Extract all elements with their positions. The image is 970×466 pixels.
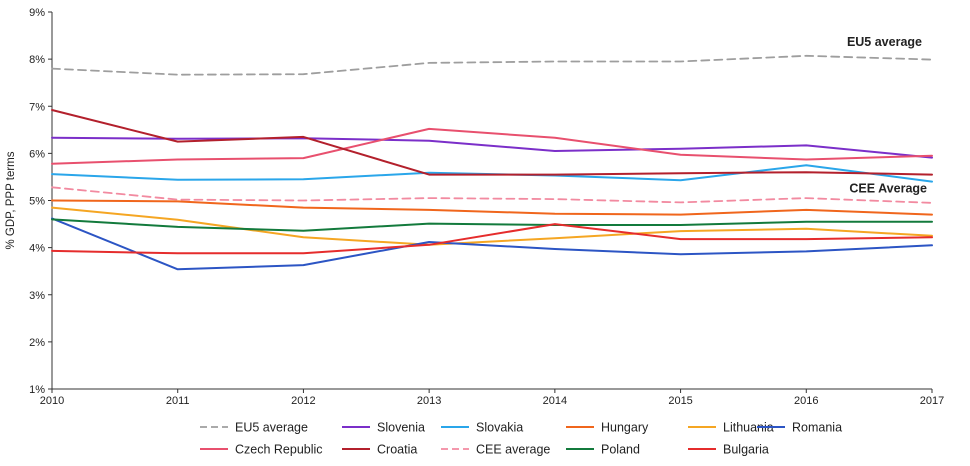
series-line-bulgaria [51,223,933,255]
series-line-hungary [51,199,933,216]
series-line-slovenia [51,136,933,159]
x-tick-label: 2013 [417,395,441,407]
annotations: EU5 average CEE Average [847,35,927,196]
y-tick-label: 7% [29,101,45,113]
y-axis: 1% 2% 3% 4% 5% 6% 7% 8% 9% [29,7,53,396]
legend-label-croatia: Croatia [377,443,417,457]
legend-label-bulgaria: Bulgaria [723,443,769,457]
x-tick-label: 2012 [291,395,315,407]
series-line-poland [51,218,933,232]
legend-label-slovakia: Slovakia [476,421,523,435]
legend-label-czech-republic: Czech Republic [235,443,323,457]
annotation-label: EU5 average [847,35,922,49]
y-tick-label: 3% [29,290,45,302]
legend-label-hungary: Hungary [601,421,649,435]
x-tick-label: 2016 [794,395,818,407]
y-axis-label: % GDP, PPP terms [5,151,17,249]
y-tick-label: 8% [29,54,45,66]
y-tick-label: 6% [29,148,45,160]
legend-label-eu5-average: EU5 average [235,421,308,435]
x-tick-label: 2010 [40,395,64,407]
legend-label-cee-average: CEE average [476,443,550,457]
legend-label-poland: Poland [601,443,640,457]
x-tick-label: 2015 [668,395,692,407]
legend-label-slovenia: Slovenia [377,421,425,435]
x-tick-label: 2014 [543,395,567,407]
x-axis: 2010 2011 2012 2013 2014 2015 2016 2017 [40,388,944,407]
series-group [51,54,933,271]
y-tick-label: 5% [29,196,45,208]
y-tick-label: 9% [29,7,45,19]
legend: EU5 average Slovenia Slovakia Hungary Lithua… [200,421,842,457]
series-line-eu5-average [51,54,933,76]
legend-label-romania: Romania [792,421,842,435]
legend-label-lithuania: Lithuania [723,421,774,435]
series-line-czech-republic [51,127,933,165]
series-line-croatia [51,109,933,176]
series-line-cee-average [51,186,933,204]
y-tick-label: 2% [29,337,45,349]
series-line-romania [51,217,933,271]
x-tick-label: 2017 [920,395,944,407]
y-tick-label: 4% [29,243,45,255]
series-line-lithuania [51,206,933,246]
annotation-label: CEE Average [849,181,927,195]
y-tick-label: 1% [29,384,45,396]
x-tick-label: 2011 [166,395,190,407]
series-line-slovakia [51,164,933,183]
